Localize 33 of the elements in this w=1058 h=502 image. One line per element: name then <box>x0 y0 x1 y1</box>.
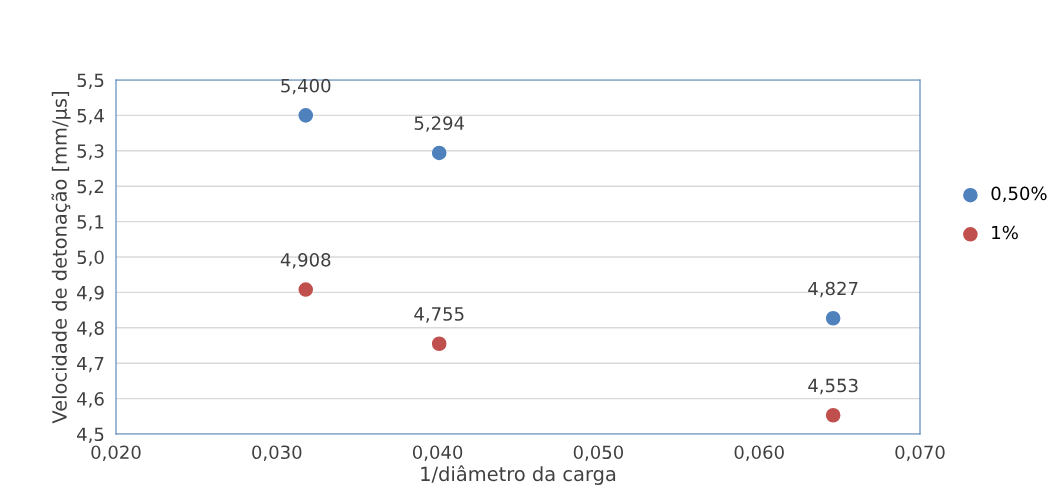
point <box>431 336 447 352</box>
x-tick-label: 0,060 <box>734 445 784 461</box>
y-tick-label: 4,8 <box>77 321 104 337</box>
y-tick-label: 5,3 <box>77 144 104 160</box>
x-tick-label: 0,020 <box>91 445 141 461</box>
point <box>431 145 447 161</box>
y-tick-label: 5,5 <box>77 73 104 89</box>
y-axis-title: Velocidade de detonação [mm/µs] <box>51 92 71 424</box>
legend-label: 0,50% <box>991 186 1047 203</box>
data-label: 4,908 <box>280 252 331 269</box>
y-tick-label: 5,1 <box>77 215 104 231</box>
y-tick-label: 5,4 <box>77 109 104 125</box>
data-label: 4,553 <box>808 378 858 395</box>
legend-label: 1% <box>992 225 1018 240</box>
y-tick-label: 5,2 <box>77 179 104 196</box>
point <box>825 407 841 423</box>
data-label: 5,294 <box>414 116 465 132</box>
x-tick-label: 0,040 <box>412 445 463 461</box>
point <box>298 108 314 123</box>
data-label: 5,400 <box>281 78 331 95</box>
point <box>298 282 314 297</box>
data-label: 4,827 <box>808 281 858 298</box>
x-tick-label: 0,030 <box>252 445 302 461</box>
y-tick-label: 4,6 <box>77 392 104 408</box>
y-tick-label: 4,7 <box>77 356 104 373</box>
x-tick-label: 0,070 <box>895 445 945 461</box>
y-tick-label: 4,9 <box>77 285 104 302</box>
x-tick-label: 0,050 <box>573 445 624 461</box>
data-label: 4,755 <box>414 307 464 323</box>
x-axis-title: 1/diâmetro da carga <box>421 465 616 485</box>
y-tick-label: 4,5 <box>77 427 104 443</box>
point <box>825 310 841 326</box>
y-tick-label: 5,0 <box>77 250 104 266</box>
